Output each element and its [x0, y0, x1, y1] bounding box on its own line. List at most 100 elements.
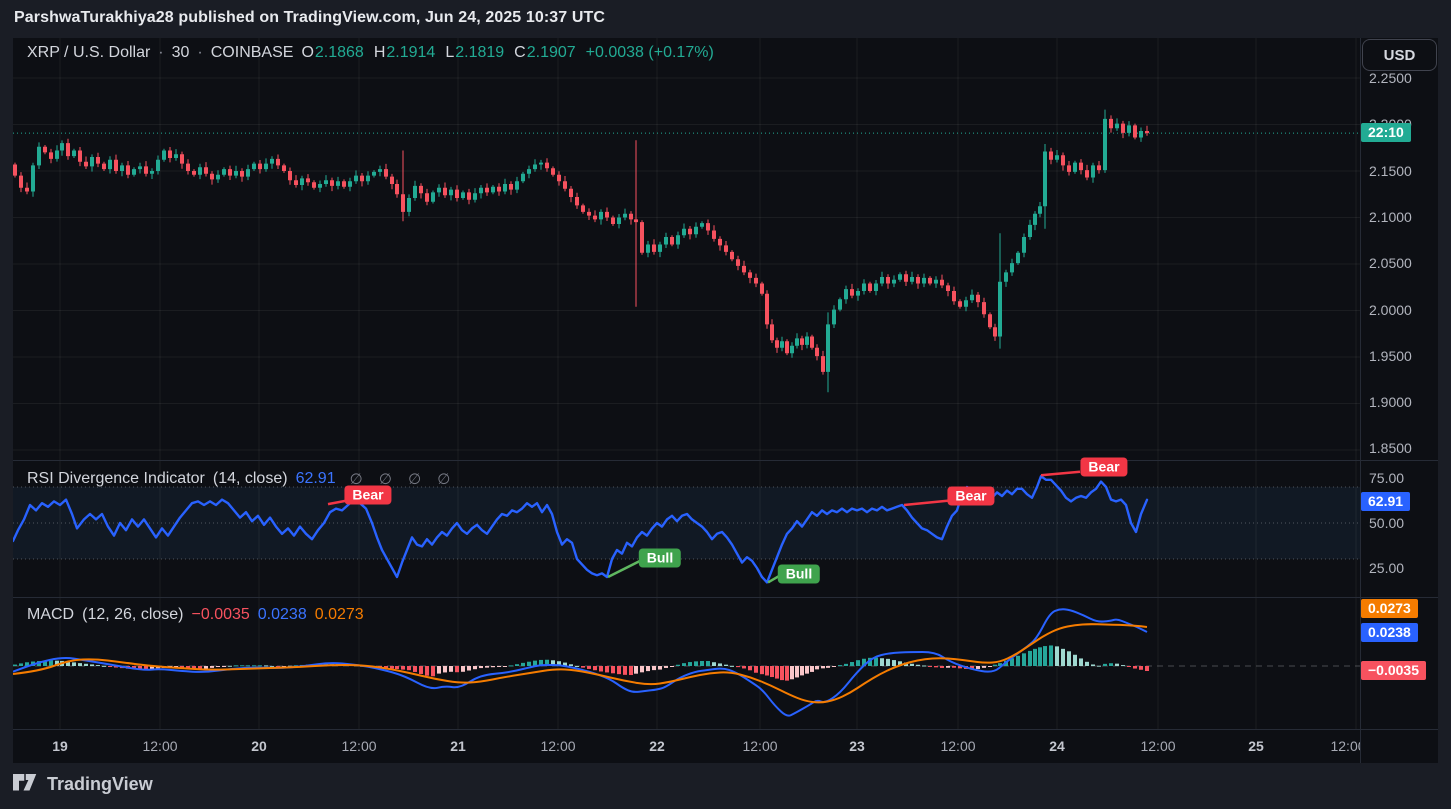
rsi-title[interactable]: RSI Divergence Indicator	[27, 470, 205, 487]
macd-histogram-bar	[1043, 646, 1047, 666]
currency-toggle-button[interactable]: USD	[1362, 39, 1437, 71]
macd-histogram-bar	[210, 666, 214, 668]
macd-histogram-bar	[413, 666, 417, 672]
bull-marker-label[interactable]: Bull	[638, 548, 682, 568]
macd-histogram-bar	[634, 666, 638, 674]
macd-histogram-bar	[658, 666, 662, 670]
publisher-note: ParshwaTurakhiya28 published on TradingV…	[14, 9, 606, 26]
bear-marker-label[interactable]: Bear	[1080, 457, 1128, 477]
macd-histogram-bar	[19, 663, 23, 666]
macd-histogram-bar	[862, 658, 866, 666]
macd-histogram-bar	[946, 666, 950, 668]
macd-histogram-bar	[204, 666, 208, 669]
macd-histogram-bar	[108, 666, 112, 667]
rsi-divergence-slots: ∅ ∅ ∅ ∅	[349, 471, 457, 488]
rsi-params: (14, close)	[212, 470, 288, 487]
chart-panes-svg[interactable]	[13, 38, 1360, 729]
price-axis-label: 2.0500	[1369, 255, 1412, 271]
macd-histogram-bar	[234, 665, 238, 667]
macd-histogram-bar	[216, 666, 220, 668]
macd-histogram-bar	[96, 665, 100, 667]
macd-line-value: 0.0238	[257, 606, 307, 623]
macd-histogram-bar	[395, 666, 399, 670]
macd-histogram-bar	[114, 666, 118, 668]
pane-separator-macd[interactable]	[13, 597, 1438, 598]
candle-bodies-up	[31, 118, 1143, 372]
rsi-value: 62.91	[295, 470, 336, 487]
macd-histogram-bar	[1010, 658, 1014, 666]
macd-histogram-bar	[730, 665, 734, 667]
macd-histogram-bar	[563, 662, 567, 666]
time-axis-hour-label: 12:00	[1330, 738, 1360, 754]
macd-histogram-bar	[868, 657, 872, 666]
macd-histogram-bar	[652, 666, 656, 671]
time-axis-hour-label: 12:00	[1140, 738, 1176, 754]
macd-title[interactable]: MACD	[27, 606, 75, 623]
time-axis-day-label: 22	[649, 738, 665, 754]
macd-histogram-bar	[198, 666, 202, 669]
candle-bodies-down	[13, 118, 1149, 372]
pane-separator-rsi[interactable]	[13, 460, 1438, 461]
macd-histogram-bar	[587, 666, 591, 669]
macd-histogram-bar	[611, 666, 615, 674]
bear-marker-label[interactable]: Bear	[344, 485, 392, 505]
macd-histogram-bar	[724, 664, 728, 666]
macd-histogram-bar	[43, 660, 47, 666]
bear-marker-label[interactable]: Bear	[947, 486, 995, 506]
macd-histogram-bar	[90, 664, 94, 666]
macd-histogram-bar	[998, 663, 1002, 666]
open-label: O	[301, 44, 314, 61]
macd-histogram-bar	[688, 662, 692, 666]
macd-histogram-bar	[922, 665, 926, 667]
macd-histogram-bar	[1022, 653, 1026, 666]
rsi-axis-label: 50.00	[1369, 515, 1405, 531]
price-axis-label: 2.1000	[1369, 209, 1412, 225]
macd-histogram-bar	[640, 666, 644, 673]
symbol-name[interactable]: XRP / U.S. Dollar	[27, 44, 151, 61]
macd-histogram-bar	[467, 666, 471, 671]
macd-histogram-bar	[1133, 666, 1137, 669]
macd-histogram-bar	[138, 666, 142, 670]
macd-histogram-bar	[1079, 658, 1083, 666]
macd-histogram-bar	[694, 661, 698, 666]
bull-marker-label[interactable]: Bull	[777, 564, 821, 584]
bull-divergence-line	[607, 558, 643, 579]
tradingview-brand[interactable]: TradingView	[13, 774, 153, 795]
macd-histogram-bar	[150, 666, 154, 669]
price-axis[interactable]: 2.25002.20002.15002.10002.05002.00001.95…	[1361, 38, 1438, 763]
macd-histogram-bar	[623, 666, 627, 675]
macd-histogram-bar	[222, 666, 226, 667]
time-axis-day-label: 23	[849, 738, 865, 754]
macd-histogram-bar	[449, 666, 453, 672]
low-value: 2.1819	[455, 44, 505, 61]
macd-histogram-bar	[479, 666, 483, 669]
separator-dot: ·	[197, 44, 203, 61]
macd-histogram-bar	[988, 666, 992, 667]
ohlc-values: O 2.1868 H 2.1914 L 2.1819 C 2.1907 +0.0038 …	[301, 44, 713, 62]
macd-histogram-bar	[228, 665, 232, 667]
macd-histogram-bar	[910, 663, 914, 666]
macd-histogram-bar	[605, 666, 609, 673]
macd-histogram-bar	[1038, 647, 1042, 666]
macd-histogram-bar	[880, 658, 884, 666]
chart-plot-area[interactable]: XRP / U.S. Dollar · 30 · COINBASE O 2.186…	[13, 38, 1360, 729]
macd-histogram-bar	[892, 660, 896, 666]
macd-histogram-bar	[473, 666, 477, 670]
macd-histogram-bar	[700, 660, 704, 666]
macd-histogram-bar	[270, 665, 274, 667]
macd-histogram-bar	[670, 666, 674, 667]
time-axis-day-label: 20	[251, 738, 267, 754]
macd-histogram-bar	[916, 664, 920, 666]
macd-histogram-bar	[993, 664, 997, 666]
macd-histogram-bar	[748, 666, 752, 671]
macd-histogram-bar	[1115, 663, 1119, 666]
macd-histogram-bar	[485, 666, 489, 668]
rsi-header: RSI Divergence Indicator (14, close) 62.…	[27, 470, 456, 488]
macd-histogram-bar	[706, 660, 710, 666]
macd-histogram-bar	[1061, 648, 1065, 666]
macd-histogram-bar	[775, 666, 779, 679]
chart-surface	[13, 38, 1438, 763]
interval-label[interactable]: 30	[171, 44, 190, 61]
time-axis[interactable]: 19 12:00 20 12:00 21 12:00 22 12:00 23 12:00 24 12:…	[13, 730, 1360, 763]
